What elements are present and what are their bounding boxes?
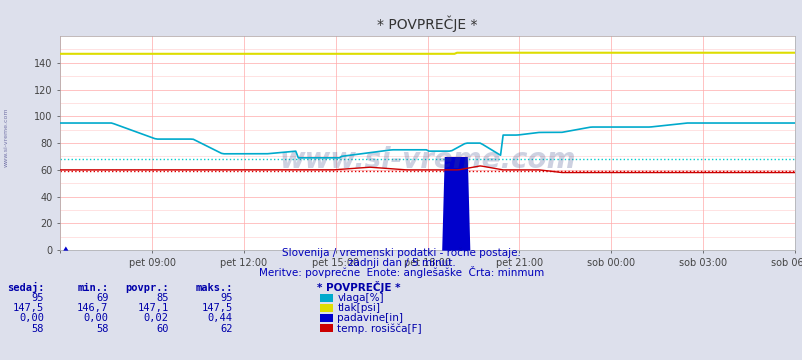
Text: 0,00: 0,00 [83, 314, 108, 324]
Text: * POVPREČJE *: * POVPREČJE * [317, 280, 400, 293]
Text: 69: 69 [95, 293, 108, 303]
Text: povpr.:: povpr.: [125, 283, 168, 293]
Text: Slovenija / vremenski podatki - ročne postaje.: Slovenija / vremenski podatki - ročne po… [282, 247, 520, 258]
Text: 147,5: 147,5 [201, 303, 233, 314]
Text: temp. rosišča[F]: temp. rosišča[F] [337, 323, 421, 334]
Text: 0,00: 0,00 [19, 314, 44, 324]
Text: 85: 85 [156, 293, 168, 303]
Text: min.:: min.: [77, 283, 108, 293]
Text: 58: 58 [95, 324, 108, 334]
Text: 62: 62 [220, 324, 233, 334]
Text: Meritve: povprečne  Enote: anglešaške  Črta: minmum: Meritve: povprečne Enote: anglešaške Črt… [258, 266, 544, 278]
Text: www.si-vreme.com: www.si-vreme.com [279, 146, 575, 174]
Text: 0,44: 0,44 [208, 314, 233, 324]
Text: sedaj:: sedaj: [6, 282, 44, 293]
Text: 147,1: 147,1 [137, 303, 168, 314]
Text: 58: 58 [31, 324, 44, 334]
Text: 146,7: 146,7 [77, 303, 108, 314]
Text: zadnji dan / 5 minut.: zadnji dan / 5 minut. [347, 258, 455, 268]
Text: tlak[psi]: tlak[psi] [337, 303, 380, 314]
Text: padavine[in]: padavine[in] [337, 314, 403, 324]
Title: * POVPREČJE *: * POVPREČJE * [377, 15, 477, 32]
Text: 95: 95 [220, 293, 233, 303]
Text: maks.:: maks.: [195, 283, 233, 293]
Text: 95: 95 [31, 293, 44, 303]
Text: 0,02: 0,02 [144, 314, 168, 324]
Text: 60: 60 [156, 324, 168, 334]
Text: www.si-vreme.com: www.si-vreme.com [4, 107, 9, 167]
Text: vlaga[%]: vlaga[%] [337, 293, 383, 303]
Text: 147,5: 147,5 [13, 303, 44, 314]
